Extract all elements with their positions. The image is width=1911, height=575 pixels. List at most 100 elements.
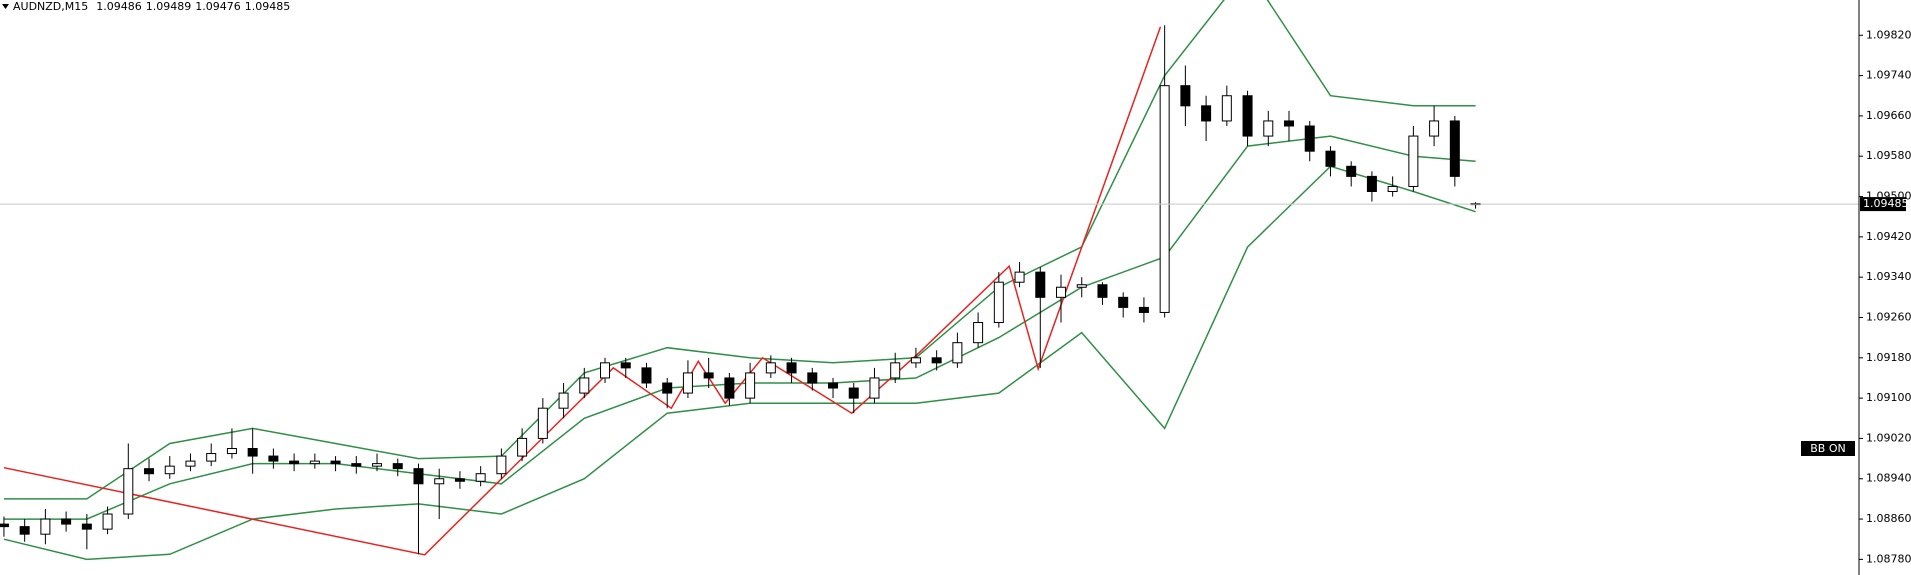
candle-body xyxy=(724,377,735,399)
price-axis: 1.098201.097401.096601.095801.095001.094… xyxy=(1859,28,1911,565)
y-tick-label: 1.09260 xyxy=(1866,310,1911,323)
candle-body xyxy=(579,377,590,394)
candle-body xyxy=(1366,175,1377,192)
candle-body xyxy=(848,387,859,399)
candle-body xyxy=(558,392,569,409)
y-tick-label: 1.09340 xyxy=(1866,270,1911,283)
y-tick-label: 1.09020 xyxy=(1866,431,1911,444)
candle-body xyxy=(1346,165,1357,177)
y-tick-label: 1.09180 xyxy=(1866,351,1911,364)
candle-body xyxy=(19,526,30,535)
candle-body xyxy=(413,468,424,485)
candle-body xyxy=(164,465,175,475)
y-tick-label: 1.08940 xyxy=(1866,472,1911,485)
candle-body xyxy=(973,322,984,344)
y-tick-label: 1.08860 xyxy=(1866,512,1911,525)
candle-body xyxy=(454,478,465,482)
candle-body xyxy=(1159,85,1170,313)
candle-body xyxy=(993,281,1004,324)
candle-body xyxy=(869,377,880,399)
indicator-label[interactable]: BB ON xyxy=(1810,442,1845,455)
candle-body xyxy=(1325,150,1336,167)
y-tick-label: 1.09100 xyxy=(1866,391,1911,404)
candle-body xyxy=(102,513,113,530)
candle-body xyxy=(496,455,507,475)
candle-body xyxy=(745,372,756,399)
candle-body xyxy=(392,463,403,470)
candle-body xyxy=(620,362,631,369)
high: 1.09489 xyxy=(146,0,192,13)
candle-body xyxy=(247,448,258,457)
candle-body xyxy=(1056,286,1067,298)
candle-body xyxy=(641,367,652,384)
candle-body xyxy=(1097,284,1108,298)
candle-body xyxy=(144,468,155,475)
candle-body xyxy=(537,407,548,439)
y-tick-label: 1.09820 xyxy=(1866,28,1911,41)
candle-body xyxy=(517,437,528,457)
candle-body xyxy=(1180,85,1191,107)
last-price-label: 1.09485 xyxy=(1863,197,1909,210)
candle-body xyxy=(289,460,300,465)
candle-body xyxy=(1201,105,1212,122)
candle-body xyxy=(600,362,611,379)
chart-header: AUDNZD,M15 1.09486 1.09489 1.09476 1.09485 xyxy=(13,0,290,13)
candle-body xyxy=(828,382,839,389)
candle-body xyxy=(1429,120,1440,137)
candle-body xyxy=(952,342,963,364)
candle-body xyxy=(226,448,237,455)
candle-body xyxy=(765,362,776,374)
candle-body xyxy=(910,357,921,364)
candle-body xyxy=(81,523,92,530)
candle-body xyxy=(372,463,383,467)
low: 1.09476 xyxy=(195,0,241,13)
candle-body xyxy=(662,382,673,394)
zigzag-line xyxy=(3,26,1162,556)
plot-area xyxy=(0,0,1859,561)
y-tick-label: 1.08780 xyxy=(1866,552,1911,565)
candle-body xyxy=(1284,120,1295,127)
candle-body xyxy=(786,362,797,374)
candle-body xyxy=(1449,120,1460,177)
candle-body xyxy=(890,362,901,379)
candle-body xyxy=(185,460,196,467)
candle-body xyxy=(1076,284,1087,288)
collapse-arrow[interactable] xyxy=(2,4,9,9)
y-tick-label: 1.09660 xyxy=(1866,109,1911,122)
candle-body xyxy=(1242,95,1253,137)
candle-body xyxy=(351,463,362,467)
candle-body xyxy=(1118,296,1129,308)
candle-body xyxy=(1263,120,1274,137)
candle-body xyxy=(703,372,714,379)
candle-body xyxy=(1014,271,1025,283)
candle-body xyxy=(682,372,693,394)
candle-body xyxy=(309,460,320,465)
y-tick-label: 1.09740 xyxy=(1866,69,1911,82)
candle-body xyxy=(0,523,9,528)
candle-body xyxy=(1035,271,1046,298)
y-tick-label: 1.09420 xyxy=(1866,230,1911,243)
candle-body xyxy=(1221,95,1232,122)
y-tick-label: 1.09580 xyxy=(1866,149,1911,162)
candle-body xyxy=(268,455,279,462)
candle-body xyxy=(475,473,486,482)
last-price-badge xyxy=(1860,197,1906,212)
candle-body xyxy=(1408,135,1419,187)
candle-body xyxy=(1304,125,1315,152)
candle-body xyxy=(1138,306,1149,313)
indicator-badge[interactable] xyxy=(1801,441,1855,456)
candle-body xyxy=(931,357,942,364)
candle-body xyxy=(206,453,217,462)
candle-body xyxy=(330,460,341,465)
candle-body xyxy=(123,468,134,515)
symbol: AUDNZD,M15 xyxy=(13,0,88,13)
open: 1.09486 xyxy=(96,0,142,13)
candle-body xyxy=(1387,185,1398,192)
candle-body xyxy=(40,518,51,535)
candle-body xyxy=(434,478,445,485)
candle-body xyxy=(61,518,72,525)
candle-body xyxy=(807,372,818,384)
